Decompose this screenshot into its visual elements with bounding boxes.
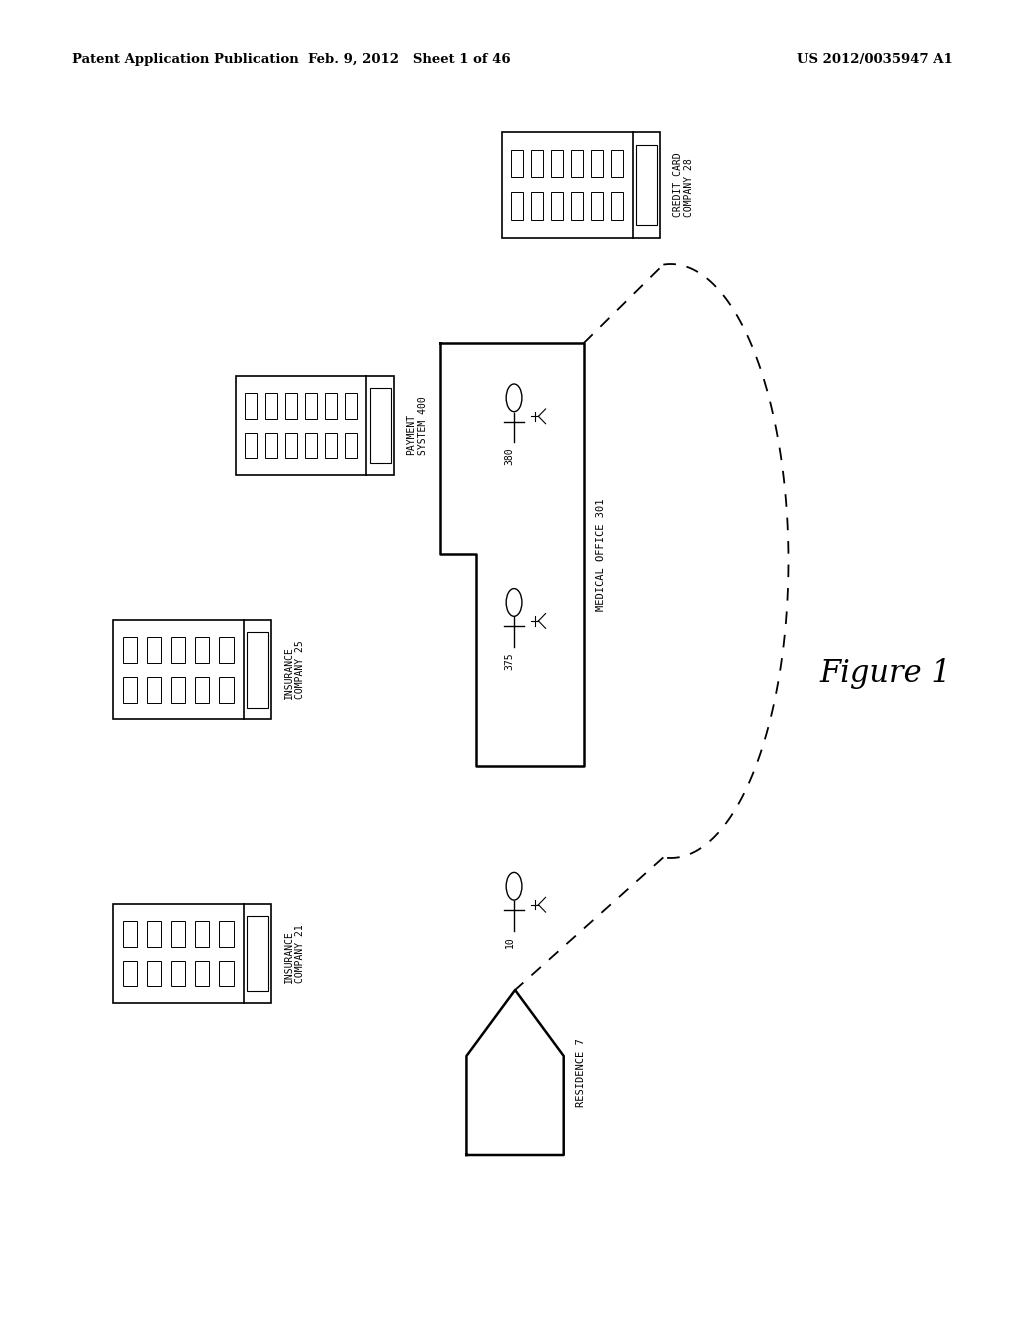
Bar bbox=[511, 193, 523, 219]
FancyBboxPatch shape bbox=[502, 132, 660, 238]
FancyBboxPatch shape bbox=[113, 620, 271, 719]
Bar bbox=[571, 193, 584, 219]
Bar bbox=[551, 150, 563, 177]
Text: US 2012/0035947 A1: US 2012/0035947 A1 bbox=[797, 53, 952, 66]
Bar bbox=[511, 150, 523, 177]
Bar bbox=[146, 677, 161, 702]
Bar bbox=[591, 193, 603, 219]
Bar bbox=[171, 921, 185, 946]
Text: Patent Application Publication: Patent Application Publication bbox=[72, 53, 298, 66]
Bar bbox=[245, 433, 257, 458]
Bar bbox=[305, 433, 317, 458]
Bar bbox=[171, 961, 185, 986]
Bar bbox=[285, 433, 297, 458]
Bar bbox=[370, 388, 391, 463]
Bar bbox=[345, 433, 357, 458]
Ellipse shape bbox=[506, 873, 522, 900]
Bar bbox=[123, 921, 137, 946]
Bar bbox=[123, 677, 137, 702]
Bar bbox=[219, 677, 233, 702]
Bar bbox=[591, 150, 603, 177]
FancyBboxPatch shape bbox=[236, 376, 394, 475]
Text: 380: 380 bbox=[505, 447, 515, 466]
Bar bbox=[146, 638, 161, 663]
Bar bbox=[247, 632, 268, 708]
Bar bbox=[219, 638, 233, 663]
Bar bbox=[611, 193, 624, 219]
Polygon shape bbox=[440, 343, 584, 766]
Text: INSURANCE
COMPANY 21: INSURANCE COMPANY 21 bbox=[284, 924, 305, 983]
Text: Figure 1: Figure 1 bbox=[819, 657, 951, 689]
Text: Feb. 9, 2012   Sheet 1 of 46: Feb. 9, 2012 Sheet 1 of 46 bbox=[308, 53, 511, 66]
Text: INSURANCE
COMPANY 25: INSURANCE COMPANY 25 bbox=[284, 640, 305, 700]
Bar bbox=[531, 193, 543, 219]
Bar bbox=[551, 193, 563, 219]
Bar bbox=[171, 638, 185, 663]
Bar bbox=[247, 916, 268, 991]
Bar bbox=[219, 961, 233, 986]
FancyBboxPatch shape bbox=[113, 904, 271, 1003]
Bar bbox=[611, 150, 624, 177]
Bar bbox=[325, 433, 337, 458]
Bar bbox=[195, 921, 210, 946]
Bar bbox=[195, 961, 210, 986]
Text: MEDICAL OFFICE 301: MEDICAL OFFICE 301 bbox=[596, 498, 606, 611]
Bar bbox=[123, 638, 137, 663]
Bar bbox=[325, 393, 337, 418]
Text: PAYMENT
SYSTEM 400: PAYMENT SYSTEM 400 bbox=[407, 396, 428, 455]
Bar bbox=[195, 638, 210, 663]
Text: CREDIT CARD
COMPANY 28: CREDIT CARD COMPANY 28 bbox=[673, 153, 694, 216]
Bar bbox=[265, 433, 276, 458]
Bar bbox=[171, 677, 185, 702]
Ellipse shape bbox=[506, 589, 522, 616]
Text: 10: 10 bbox=[505, 936, 515, 948]
Text: 375: 375 bbox=[505, 652, 515, 671]
Ellipse shape bbox=[506, 384, 522, 412]
Bar bbox=[285, 393, 297, 418]
Bar bbox=[123, 961, 137, 986]
Bar bbox=[245, 393, 257, 418]
Bar bbox=[146, 921, 161, 946]
Polygon shape bbox=[467, 990, 563, 1155]
Text: RESIDENCE 7: RESIDENCE 7 bbox=[575, 1038, 586, 1107]
Bar bbox=[265, 393, 276, 418]
Bar bbox=[195, 677, 210, 702]
Bar bbox=[636, 145, 657, 224]
Bar bbox=[146, 961, 161, 986]
Bar bbox=[219, 921, 233, 946]
Bar bbox=[305, 393, 317, 418]
Bar bbox=[531, 150, 543, 177]
Bar bbox=[571, 150, 584, 177]
Bar bbox=[345, 393, 357, 418]
